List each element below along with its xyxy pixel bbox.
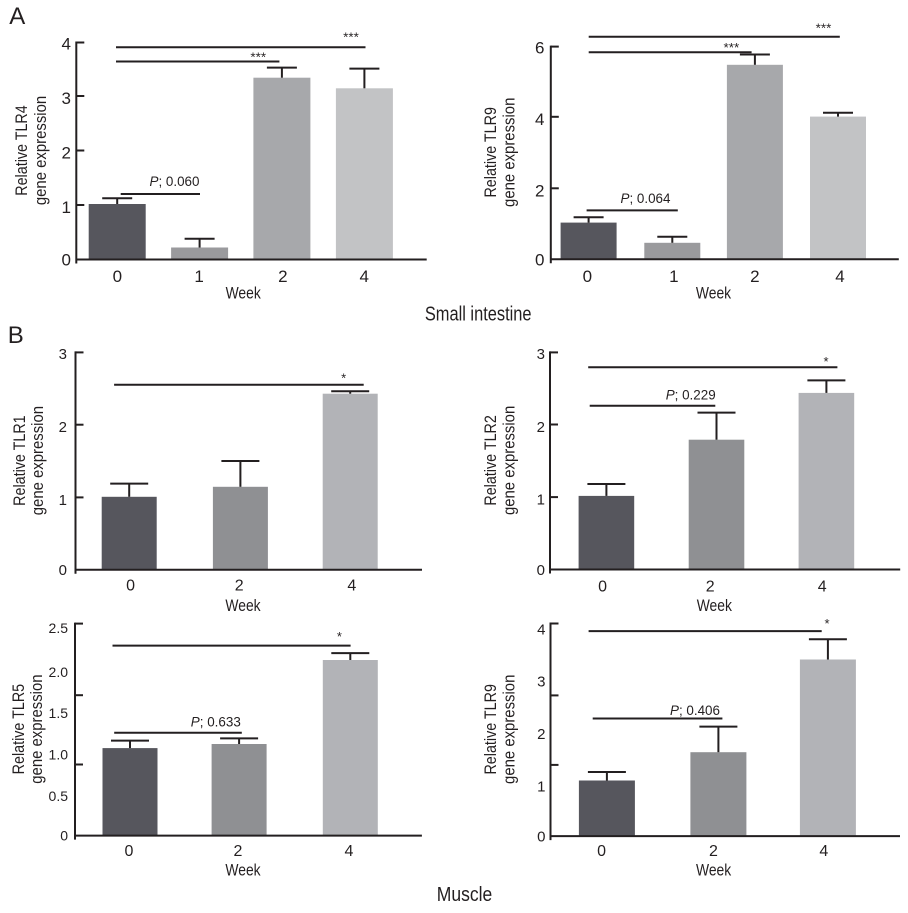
svg-text:2: 2 [234, 843, 243, 860]
svg-text:*: * [337, 629, 342, 644]
svg-text:gene expression: gene expression [28, 406, 47, 515]
svg-text:gene expression: gene expression [31, 96, 50, 205]
svg-text:2: 2 [750, 267, 759, 286]
svg-text:Week: Week [225, 596, 261, 615]
svg-text:4: 4 [347, 578, 356, 595]
svg-text:2: 2 [709, 843, 718, 860]
svg-text:6: 6 [535, 39, 544, 58]
svg-text:*: * [823, 354, 828, 369]
svg-text:0: 0 [597, 843, 606, 860]
svg-text:1: 1 [669, 267, 678, 286]
svg-text:P; 0.060: P; 0.060 [150, 173, 200, 189]
svg-text:gene expression: gene expression [500, 98, 519, 207]
svg-text:0: 0 [60, 828, 68, 844]
svg-text:0: 0 [537, 562, 545, 579]
svg-text:2: 2 [235, 578, 244, 595]
svg-text:3: 3 [62, 89, 71, 108]
svg-text:1.5: 1.5 [49, 705, 69, 721]
svg-text:0: 0 [59, 562, 67, 579]
svg-text:P; 0.064: P; 0.064 [621, 190, 671, 206]
svg-text:4: 4 [835, 267, 844, 286]
svg-text:***: *** [816, 21, 832, 36]
svg-text:*: * [824, 616, 829, 631]
svg-text:1.0: 1.0 [49, 747, 69, 763]
svg-text:1: 1 [194, 267, 203, 286]
svg-text:1: 1 [62, 198, 71, 217]
svg-text:Week: Week [697, 596, 733, 615]
svg-text:3: 3 [59, 346, 67, 363]
svg-text:1: 1 [537, 779, 545, 796]
svg-text:gene expression: gene expression [500, 406, 519, 515]
svg-text:0: 0 [537, 829, 545, 846]
svg-text:Relative TLR4: Relative TLR4 [12, 105, 31, 196]
svg-text:2: 2 [59, 419, 67, 436]
svg-text:4: 4 [535, 110, 544, 129]
svg-text:4: 4 [62, 35, 71, 54]
svg-text:4: 4 [359, 267, 368, 286]
svg-text:4: 4 [345, 843, 354, 860]
svg-text:Week: Week [225, 861, 261, 880]
svg-text:2: 2 [278, 267, 287, 286]
svg-text:P; 0.633: P; 0.633 [191, 714, 241, 730]
svg-text:2.5: 2.5 [49, 620, 69, 636]
svg-text:2: 2 [706, 579, 715, 596]
svg-text:2.0: 2.0 [49, 664, 69, 680]
svg-text:P; 0.406: P; 0.406 [670, 702, 720, 718]
svg-text:2: 2 [537, 419, 545, 436]
svg-text:1: 1 [59, 492, 67, 509]
svg-text:0.5: 0.5 [49, 788, 69, 804]
svg-text:2: 2 [62, 144, 71, 163]
svg-text:4: 4 [818, 579, 827, 596]
svg-text:0: 0 [535, 250, 544, 269]
svg-text:4: 4 [819, 843, 828, 860]
svg-text:0: 0 [598, 579, 607, 596]
svg-text:Relative TLR5: Relative TLR5 [9, 684, 28, 775]
svg-text:4: 4 [537, 621, 545, 638]
svg-text:Week: Week [696, 861, 732, 880]
svg-text:A: A [9, 3, 25, 30]
svg-text:Relative TLR9: Relative TLR9 [481, 107, 500, 198]
svg-text:gene expression: gene expression [500, 675, 519, 784]
svg-text:Muscle: Muscle [437, 884, 493, 906]
svg-text:0: 0 [113, 267, 122, 286]
svg-text:0: 0 [125, 843, 134, 860]
svg-text:***: *** [250, 50, 266, 65]
svg-text:0: 0 [62, 251, 71, 270]
svg-text:2: 2 [535, 181, 544, 200]
svg-text:Week: Week [696, 283, 732, 302]
svg-text:B: B [8, 322, 24, 349]
svg-text:Relative TLR1: Relative TLR1 [10, 415, 29, 506]
svg-text:3: 3 [537, 346, 545, 363]
svg-text:***: *** [343, 30, 359, 45]
svg-text:3: 3 [537, 674, 545, 691]
svg-text:*: * [341, 370, 346, 385]
svg-text:0: 0 [126, 578, 135, 595]
svg-text:2: 2 [537, 726, 545, 743]
svg-text:Relative TLR9: Relative TLR9 [481, 684, 500, 775]
svg-text:gene expression: gene expression [27, 674, 46, 783]
svg-text:0: 0 [583, 267, 592, 286]
svg-text:P; 0.229: P; 0.229 [666, 387, 716, 403]
svg-text:1: 1 [537, 492, 545, 509]
svg-text:Small intestine: Small intestine [425, 304, 532, 326]
svg-text:Relative TLR2: Relative TLR2 [481, 415, 500, 506]
svg-text:***: *** [724, 40, 740, 55]
svg-text:Week: Week [226, 283, 262, 302]
